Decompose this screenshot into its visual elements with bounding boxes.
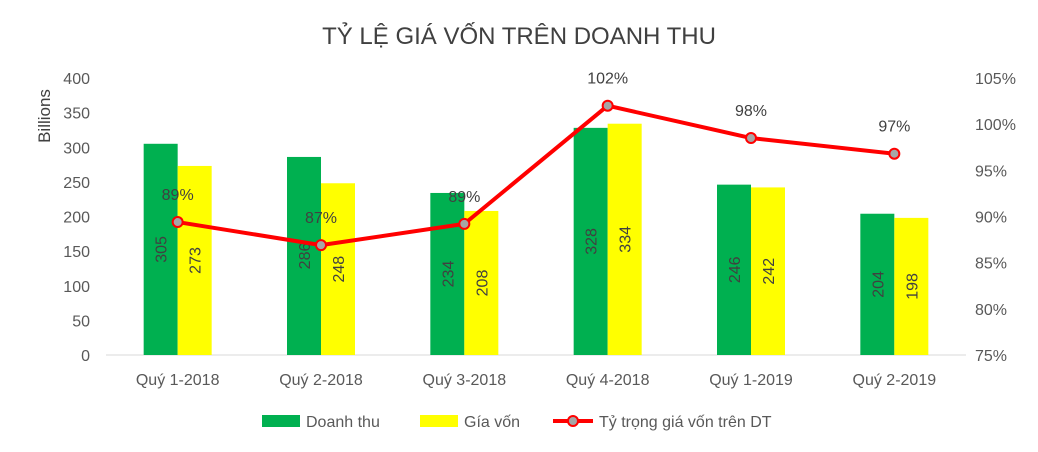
legend: Doanh thu Gía vốn Tỷ trọng giá vốn trên DT	[262, 414, 772, 431]
x-axis-ticks: Quý 1-2018 Quý 2-2018 Quý 3-2018 Quý 4-2018…	[136, 372, 936, 389]
y-tick-label: 0	[81, 348, 90, 365]
bar	[573, 127, 608, 355]
bar-data-label: 273	[188, 247, 205, 274]
bar-data-label: 234	[440, 261, 457, 288]
y2-tick-label: 80%	[975, 302, 1007, 319]
chart-title: TỶ LỆ GIÁ VỐN TRÊN DOANH THU	[322, 21, 716, 50]
bar	[177, 165, 212, 355]
ratio-marker	[315, 239, 327, 252]
bar-data-label: 242	[761, 258, 778, 285]
legend-label-revenue: Doanh thu	[306, 414, 380, 431]
ratio-line	[177, 103, 895, 248]
x-tick-label: Quý 1-2018	[136, 372, 220, 389]
bar-data-label: 246	[727, 256, 744, 283]
ratio-line-layer: 89% 87% 89% 102% 98% 97%	[162, 71, 910, 252]
bar-data-label: 328	[584, 228, 601, 255]
bar	[464, 210, 499, 355]
bar	[143, 143, 178, 355]
bar-data-label: 286	[297, 243, 314, 270]
ratio-data-label: 98%	[735, 103, 767, 120]
x-tick-label: Quý 2-2019	[853, 372, 937, 389]
y-tick-label: 200	[63, 210, 90, 227]
y-tick-label: 250	[63, 175, 90, 192]
y-axis-title: Billions	[35, 89, 54, 143]
bar-data-label: 334	[618, 226, 635, 253]
bar-data-label: 204	[870, 271, 887, 298]
bar-data-label: 208	[474, 270, 491, 297]
legend-swatch-revenue	[262, 415, 300, 427]
ratio-marker	[888, 147, 901, 160]
ratio-data-label: 102%	[587, 71, 628, 88]
ratio-data-label: 97%	[878, 119, 910, 136]
bar-labels-layer: 305 286 234 328 246 204 273 248 208 334 242 198	[154, 226, 922, 300]
ratio-data-label: 89%	[162, 187, 194, 204]
bar	[894, 217, 929, 355]
x-tick-label: Quý 3-2018	[423, 372, 507, 389]
ratio-data-label: 89%	[448, 189, 480, 206]
bar-data-label: 305	[154, 236, 171, 263]
bar	[287, 156, 321, 355]
ratio-marker	[458, 217, 471, 230]
bar	[751, 187, 785, 355]
y2-tick-label: 100%	[975, 117, 1016, 134]
y-tick-label: 100	[63, 279, 90, 296]
x-tick-label: Quý 4-2018	[566, 372, 650, 389]
bar-data-label: 198	[904, 273, 921, 300]
y-tick-label: 350	[63, 106, 90, 123]
y2-tick-label: 90%	[975, 210, 1007, 227]
legend-marker-ratio	[567, 415, 579, 427]
y-tick-label: 400	[63, 71, 90, 88]
bar	[321, 183, 355, 355]
y2-tick-label: 105%	[975, 71, 1016, 88]
legend-swatch-cost	[420, 415, 458, 427]
ratio-marker	[601, 99, 614, 112]
x-tick-label: Quý 1-2019	[709, 372, 793, 389]
bar	[717, 184, 751, 355]
y-tick-label: 150	[63, 244, 90, 261]
bar	[607, 123, 642, 355]
y2-tick-label: 95%	[975, 163, 1007, 180]
ratio-marker	[171, 216, 184, 229]
y2-tick-label: 85%	[975, 256, 1007, 273]
bar	[860, 213, 895, 355]
x-tick-label: Quý 2-2018	[279, 372, 363, 389]
legend-label-ratio: Tỷ trọng giá vốn trên DT	[599, 414, 772, 431]
legend-label-cost: Gía vốn	[464, 414, 520, 431]
right-axis-ticks: 75% 80% 85% 90% 95% 100% 105%	[975, 71, 1016, 365]
ratio-marker	[745, 132, 757, 145]
y2-tick-label: 75%	[975, 348, 1007, 365]
bars-layer	[143, 123, 929, 355]
ratio-data-label: 87%	[305, 210, 337, 227]
y-tick-label: 50	[72, 313, 90, 330]
bar-data-label: 248	[331, 256, 348, 283]
y-tick-label: 300	[63, 140, 90, 157]
bar	[430, 192, 465, 355]
left-axis-ticks: 0 50 100 150 200 250 300 350 400	[63, 71, 90, 365]
